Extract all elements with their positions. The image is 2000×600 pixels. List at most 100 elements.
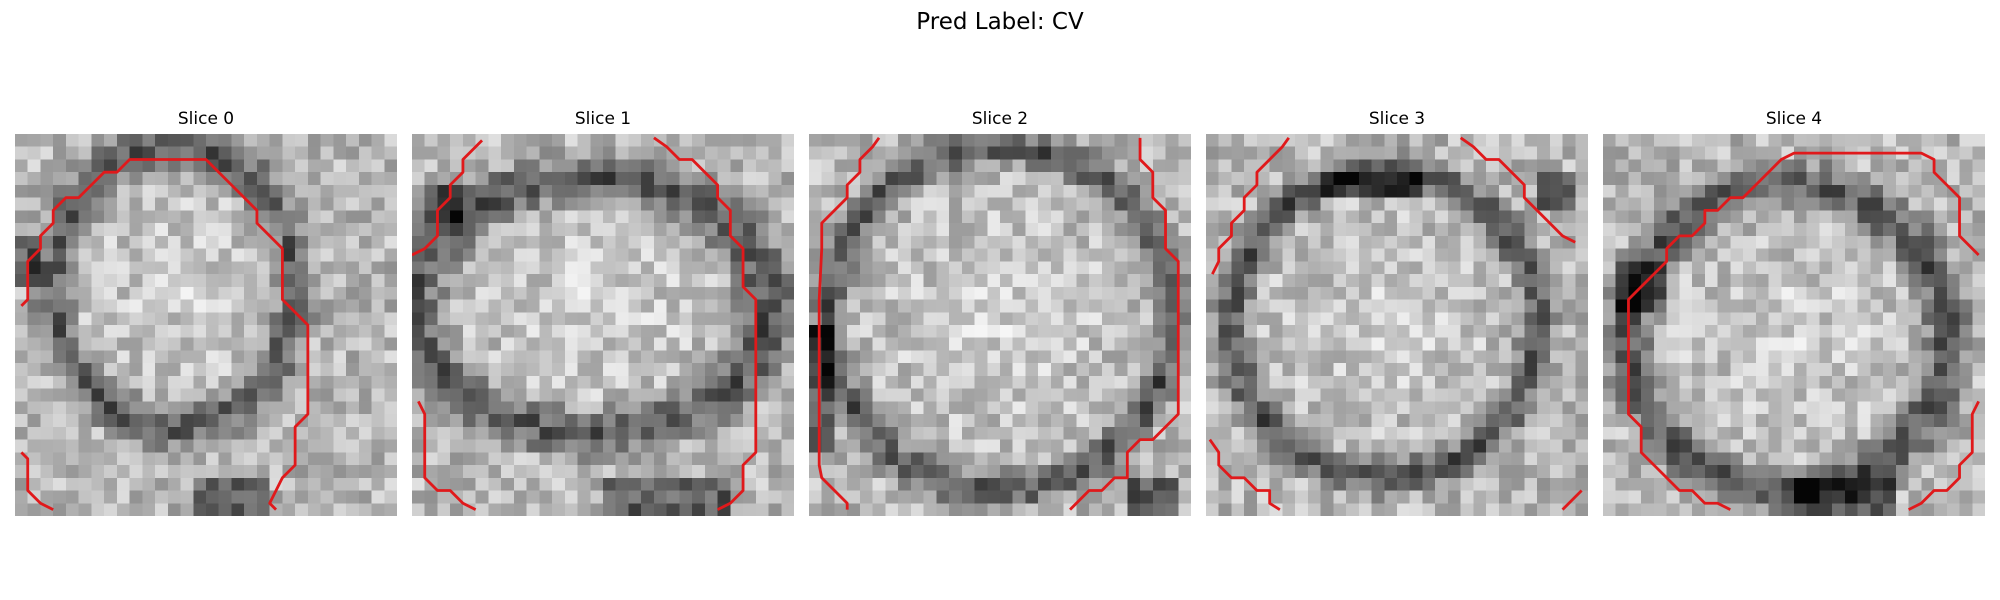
pixel (1794, 184, 1807, 198)
pixel (384, 414, 397, 428)
pixel (885, 439, 899, 453)
pixel (1524, 172, 1538, 186)
pixel (1063, 274, 1077, 288)
pixel (501, 235, 515, 249)
pixel (987, 197, 1001, 211)
pixel (167, 375, 181, 389)
pixel (424, 414, 438, 428)
pixel (1743, 312, 1757, 326)
pixel (1692, 248, 1706, 262)
pixel (1320, 401, 1334, 415)
pixel (78, 401, 92, 415)
pixel (1063, 375, 1077, 389)
pixel (1320, 197, 1334, 211)
pixel (346, 235, 360, 249)
pixel (755, 235, 769, 249)
pixel (936, 261, 950, 275)
pixel (437, 426, 451, 440)
pixel (384, 274, 397, 288)
pixel (1844, 261, 1858, 275)
pixel (910, 477, 924, 491)
pixel (666, 503, 680, 516)
pixel (295, 210, 309, 224)
pixel (424, 401, 438, 415)
pixel (859, 286, 873, 300)
pixel (1806, 337, 1820, 351)
pixel (1857, 414, 1871, 428)
pixel (615, 477, 629, 491)
pixel (1972, 146, 1985, 160)
pixel (1346, 184, 1360, 198)
pixel (513, 388, 527, 402)
pixel (821, 159, 835, 173)
pixel (1934, 210, 1948, 224)
pixel (910, 286, 924, 300)
pixel (65, 363, 79, 377)
pixel (1549, 426, 1563, 440)
pixel (641, 223, 655, 237)
pixel (615, 426, 629, 440)
pixel (27, 375, 41, 389)
pixel (412, 439, 425, 453)
pixel (1000, 159, 1013, 173)
pixel (1422, 312, 1436, 326)
pixel (743, 490, 757, 504)
pixel (1666, 375, 1680, 389)
pixel (666, 388, 680, 402)
pixel (15, 477, 28, 491)
pixel (1089, 146, 1103, 160)
pixel (717, 210, 731, 224)
pixel (346, 401, 360, 415)
pixel (1666, 439, 1680, 453)
pixel (590, 223, 604, 237)
pixel (898, 477, 912, 491)
pixel (1730, 363, 1744, 377)
pixel (462, 401, 476, 415)
pixel (167, 197, 181, 211)
pixel (704, 503, 718, 516)
pixel (129, 248, 143, 262)
pixel (717, 134, 731, 147)
pixel (1114, 503, 1128, 516)
pixel (564, 274, 578, 288)
pixel (743, 350, 757, 364)
pixel (1692, 337, 1706, 351)
pixel (1641, 286, 1655, 300)
pixel (1844, 134, 1858, 147)
pixel (1794, 134, 1807, 147)
pixel (1768, 146, 1782, 160)
pixel (1562, 350, 1576, 364)
pixel (834, 172, 848, 186)
pixel (768, 439, 782, 453)
pixel (1165, 159, 1179, 173)
pixel (244, 286, 258, 300)
pixel (40, 426, 54, 440)
pixel (704, 261, 718, 275)
pixel (949, 337, 963, 351)
pixel (1025, 159, 1039, 173)
pixel (269, 426, 283, 440)
pixel (1628, 426, 1642, 440)
pixel (1615, 503, 1629, 516)
pixel (501, 325, 515, 338)
pixel (244, 325, 258, 338)
pixel (1307, 401, 1321, 415)
pixel (526, 325, 540, 338)
pixel (526, 388, 540, 402)
pixel (1832, 414, 1846, 428)
pixel (615, 299, 629, 313)
pixel (1946, 375, 1960, 389)
pixel (1076, 414, 1090, 428)
pixel (1641, 325, 1655, 338)
pixel (936, 312, 950, 326)
pixel (717, 465, 731, 479)
pixel (1038, 363, 1052, 377)
pixel (1206, 490, 1219, 504)
pixel (65, 286, 79, 300)
pixel (1511, 465, 1525, 479)
pixel (1781, 414, 1795, 428)
pixel (1384, 261, 1398, 275)
pixel (1473, 490, 1487, 504)
pixel (1178, 286, 1191, 300)
pixel (1127, 172, 1141, 186)
